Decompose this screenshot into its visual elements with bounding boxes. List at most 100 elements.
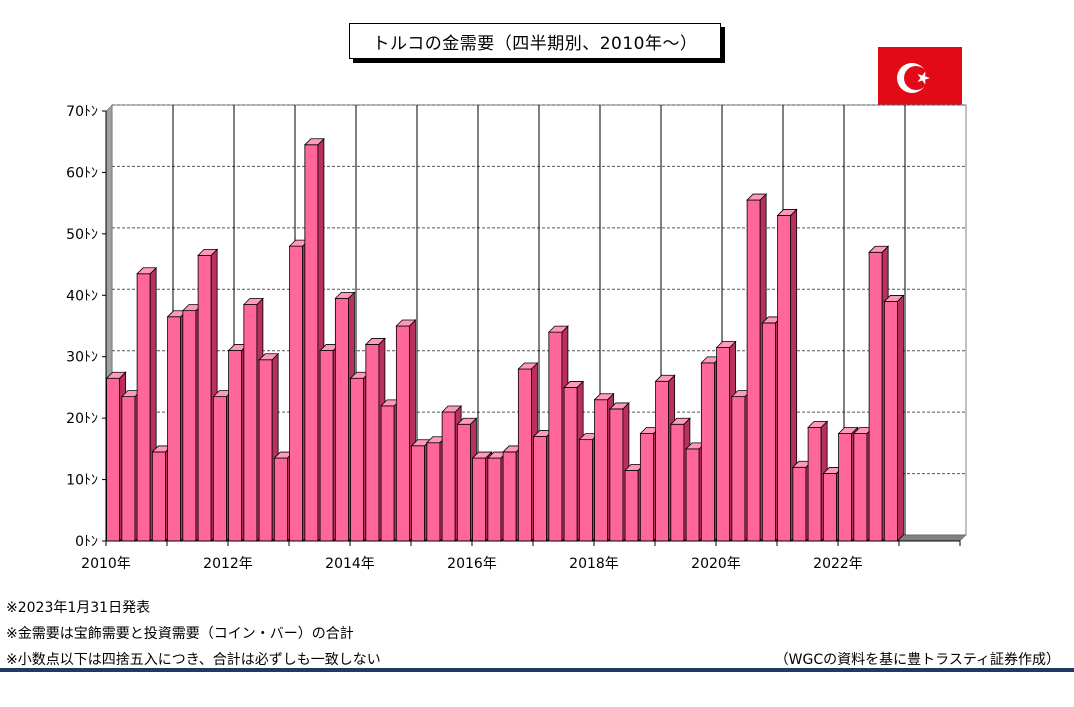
bar (517, 362, 539, 542)
bar-front (228, 350, 243, 542)
bar-front (472, 457, 487, 542)
y-tick-label: 10ﾄﾝ (66, 473, 98, 489)
bar-front (578, 439, 593, 542)
bar-top (608, 402, 630, 410)
turkey-flag-icon (878, 47, 962, 109)
bar-top (334, 291, 356, 299)
bar-top (395, 319, 417, 327)
bar-front (639, 433, 654, 542)
bar-top (517, 362, 539, 370)
bar-front (517, 368, 532, 542)
bar-chart: 0ﾄﾝ 10ﾄﾝ 20ﾄﾝ 30ﾄﾝ 40ﾄﾝ 50ﾄﾝ 60ﾄﾝ 70ﾄﾝ 2010年 2012… (66, 104, 967, 572)
y-tick-label: 40ﾄﾝ (66, 288, 98, 304)
bar-front (685, 448, 700, 542)
bar-front (624, 469, 639, 542)
bar-front (426, 442, 441, 542)
bar-front (868, 251, 883, 542)
bar-front (563, 387, 578, 542)
bar (883, 294, 905, 542)
bar-top (593, 393, 615, 401)
bar-top (883, 295, 905, 302)
bar (364, 337, 386, 542)
bar-top (197, 248, 219, 256)
bar-side (897, 294, 904, 542)
bar-front (273, 457, 288, 542)
bar-front (838, 433, 853, 542)
bar-front (243, 304, 258, 542)
bar-front (609, 408, 624, 542)
x-tick-label: 2018年 (569, 556, 619, 572)
bar-front (182, 310, 197, 542)
bar-top (547, 325, 569, 333)
bar-front (746, 199, 761, 542)
bar-front (533, 436, 548, 542)
bar-top (669, 417, 691, 425)
bar-front (304, 144, 319, 542)
bar-top (776, 209, 798, 216)
bar-front (807, 426, 822, 542)
bar-front (883, 301, 898, 542)
x-tick-label: 2014年 (325, 556, 375, 572)
note-definition: ※金需要は宝飾需要と投資需要（コイン・バー）の合計 (6, 626, 354, 642)
note-rounding: ※小数点以下は四捨五入につき、合計は必ずしも一致しない (6, 652, 381, 668)
bar-front (731, 396, 746, 542)
bar-front (487, 457, 502, 542)
bar-front (792, 466, 807, 542)
bar-top (654, 374, 676, 382)
bar-top (441, 405, 463, 413)
bar-front (456, 423, 471, 542)
bar-front (670, 423, 685, 542)
x-tick-label: 2020年 (691, 556, 741, 572)
note-release-date: ※2023年1月31日発表 (6, 600, 151, 616)
bar-front (319, 350, 334, 542)
bar-front (716, 347, 731, 542)
bar-top (136, 267, 158, 275)
bar-front (258, 359, 273, 542)
bar-top (303, 138, 325, 146)
chart-title: トルコの金需要（四半期別、2010年～） (349, 23, 721, 59)
bar (456, 417, 478, 542)
bar-front (136, 273, 151, 542)
bar-front (365, 344, 380, 542)
bar-front (151, 451, 166, 542)
bar-front (350, 377, 365, 542)
bar-front (334, 297, 349, 542)
bottom-divider (0, 668, 1074, 672)
source-credit: （WGCの資料を基に豊トラスティ証券作成） (774, 652, 1060, 668)
bar-front (395, 325, 410, 542)
bar-top (471, 451, 493, 459)
bar-front (212, 396, 227, 542)
bar-top (242, 298, 264, 305)
axes: 0ﾄﾝ 10ﾄﾝ 20ﾄﾝ 30ﾄﾝ 40ﾄﾝ 50ﾄﾝ 60ﾄﾝ 70ﾄﾝ 2010年 2012… (66, 104, 961, 572)
x-tick-label: 2016年 (447, 556, 497, 572)
bar-front (548, 331, 563, 542)
bar-front (594, 399, 609, 542)
bar-top (807, 420, 829, 428)
bar-top (105, 371, 127, 379)
bar-front (411, 445, 426, 542)
bar-front (441, 411, 456, 542)
y-tick-label: 70ﾄﾝ (66, 104, 98, 120)
bar (303, 137, 325, 542)
y-tick-label: 60ﾄﾝ (66, 165, 98, 181)
bar-front (700, 362, 715, 542)
bar-front (777, 215, 792, 542)
y-tick-label: 30ﾄﾝ (66, 350, 98, 366)
bar-front (761, 322, 776, 542)
bar-top (563, 381, 585, 388)
bar-front (197, 254, 212, 542)
bar (776, 208, 798, 542)
bar-top (746, 193, 768, 201)
x-tick-label: 2010年 (81, 556, 131, 572)
bar-front (121, 396, 136, 542)
x-tick-label: 2022年 (813, 556, 863, 572)
bar-front (655, 380, 670, 542)
bar-top (837, 427, 859, 434)
y-tick-label: 50ﾄﾝ (66, 227, 98, 243)
y-tick-label: 20ﾄﾝ (66, 411, 98, 427)
bar-front (502, 451, 517, 542)
bar-front (853, 433, 868, 542)
bar-front (380, 405, 395, 542)
bar-top (715, 341, 737, 348)
bar-top (868, 245, 890, 253)
